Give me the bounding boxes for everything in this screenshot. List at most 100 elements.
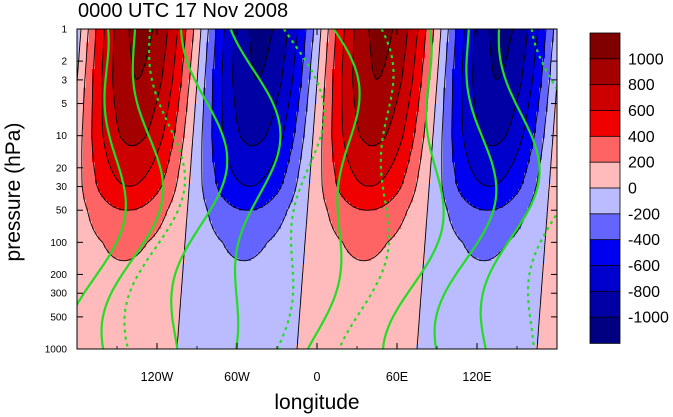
field-cell [542,285,557,289]
field-cell [302,154,312,158]
field-cell [356,106,396,110]
field-cell [86,69,93,73]
field-cell [422,266,543,270]
field-cell [212,90,222,94]
field-cell [332,141,345,145]
field-cell [422,71,432,75]
field-cell [470,253,498,257]
field-cell [77,42,81,46]
field-cell [434,103,444,107]
field-cell [311,66,318,70]
field-cell [194,39,201,43]
field-cell [512,31,528,35]
field-cell [443,189,459,193]
field-cell [176,114,186,118]
field-cell [434,141,444,145]
field-cell [428,79,438,83]
field-cell [476,122,513,126]
field-cell [341,122,357,126]
field-cell [395,234,426,238]
field-cell [236,175,267,179]
field-cell [539,330,557,334]
field-cell [215,170,234,174]
field-cell [329,39,336,43]
field-cell [323,157,333,161]
field-cell [173,63,183,67]
field-cell [77,242,105,246]
field-cell [284,53,297,57]
field-cell [179,95,189,99]
green-contour [338,29,395,349]
field-cell [419,159,432,163]
field-cell [455,165,471,169]
field-cell [179,106,189,110]
field-cell [416,119,426,123]
field-cell [113,74,135,78]
field-cell [92,154,108,158]
field-cell [323,87,333,91]
field-cell [500,77,522,81]
field-cell [473,170,510,174]
field-cell [521,74,534,78]
field-cell [188,189,204,193]
field-cell [353,61,372,65]
field-cell [518,149,531,153]
field-cell [344,135,363,139]
field-cell [551,71,557,75]
field-cell [152,117,168,121]
field-cell [431,151,444,155]
field-cell [410,98,420,102]
field-cell [215,42,225,46]
field-cell [77,141,84,145]
field-cell [164,130,177,134]
field-cell [473,95,519,99]
field-cell [113,101,159,105]
field-cell [521,85,534,89]
field-cell [188,213,210,217]
field-cell [164,173,180,177]
field-cell [344,138,363,142]
field-cell [233,45,252,49]
field-cell [80,39,90,43]
field-cell [302,287,423,291]
field-cell [431,77,438,81]
field-cell [386,202,411,206]
field-cell [380,77,402,81]
field-cell [509,199,534,203]
field-cell [248,143,258,147]
field-cell [422,279,543,283]
field-cell [491,66,504,70]
field-cell [233,53,252,57]
field-cell [431,58,441,62]
field-cell [422,85,429,89]
field-cell [191,143,204,147]
field-cell [83,111,93,115]
field-cell [539,103,549,107]
field-cell [455,34,465,38]
field-cell [446,47,456,51]
field-cell [314,130,324,134]
field-cell [419,103,429,107]
field-cell [380,74,402,78]
field-cell [515,103,531,107]
field-cell [512,237,546,241]
field-cell [443,191,462,195]
field-cell [77,282,183,286]
field-cell [77,221,93,225]
field-cell [440,58,447,62]
field-cell [221,117,237,121]
field-cell [425,45,432,49]
field-cell [101,122,117,126]
field-cell [434,29,441,33]
field-cell [392,114,408,118]
field-cell [173,79,183,83]
field-cell [431,154,444,158]
field-cell [293,191,309,195]
field-cell [197,93,204,97]
field-cell [305,122,315,126]
field-cell [113,66,132,70]
field-cell [440,39,450,43]
field-cell [179,319,300,323]
field-cell [212,157,228,161]
field-cell [194,117,204,121]
